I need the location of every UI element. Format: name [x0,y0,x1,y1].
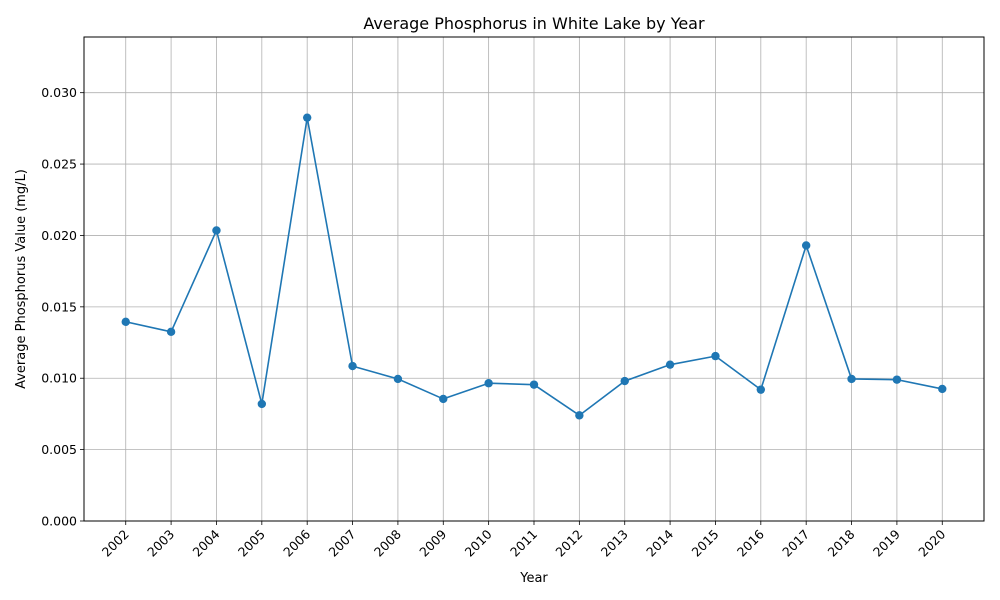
grid [84,37,984,522]
data-point [257,399,267,409]
x-tick-label: 2011 [507,527,540,560]
data-point [620,376,629,386]
x-tick-label: 2003 [144,527,177,560]
data-point [121,317,130,327]
data-point [166,327,176,337]
x-tick-label: 2013 [598,527,631,560]
data-point [212,226,221,235]
data-point [348,361,357,371]
x-tick-label: 2005 [235,527,268,560]
data-point [892,375,902,384]
data-point [938,384,947,394]
data-point [801,241,811,250]
chart-title: Average Phosphorus in White Lake by Year [363,14,705,33]
data-point [439,394,448,404]
data-point [393,374,403,384]
data-point [665,360,675,369]
data-point [756,385,766,394]
data-point [529,380,539,389]
x-tick-label: 2007 [326,527,359,560]
x-tick-label: 2008 [371,526,404,559]
data-point [575,411,584,420]
y-tick-label: 0.000 [41,514,77,529]
x-tick-label: 2018 [825,526,858,559]
data-point [484,379,493,388]
x-tick-label: 2006 [280,526,313,559]
x-tick-label: 2012 [552,527,585,560]
y-tick-label: 0.020 [41,228,77,243]
data-points [121,113,947,420]
x-tick-label: 2014 [643,526,676,559]
x-tick-label: 2019 [870,526,903,559]
data-point [847,374,856,384]
x-tick-label: 2004 [189,526,222,559]
y-tick-label: 0.015 [41,299,77,314]
data-point [711,351,720,361]
x-tick-label: 2002 [99,527,132,560]
x-tick-label: 2017 [779,527,812,560]
x-axis-label: Year [519,571,548,586]
x-tick-label: 2015 [688,527,721,560]
y-tick-label: 0.005 [41,442,77,457]
x-tick-label: 2010 [462,526,495,559]
x-tick-label: 2020 [915,526,948,559]
x-axis-ticks: 2002 2003 2004 2005 2006 2007 2008 2009 2010 2011… [99,521,948,560]
y-tick-label: 0.025 [41,157,77,172]
y-tick-label: 0.010 [41,371,77,386]
y-axis-ticks: 0.000 0.005 0.010 0.015 0.020 0.025 0.030 [41,85,84,529]
y-axis-label: Average Phosphorus Value (mg/L) [14,169,29,389]
data-point [302,113,312,122]
x-tick-label: 2016 [734,526,767,559]
x-tick-label: 2009 [416,526,449,559]
y-tick-label: 0.030 [41,85,77,100]
